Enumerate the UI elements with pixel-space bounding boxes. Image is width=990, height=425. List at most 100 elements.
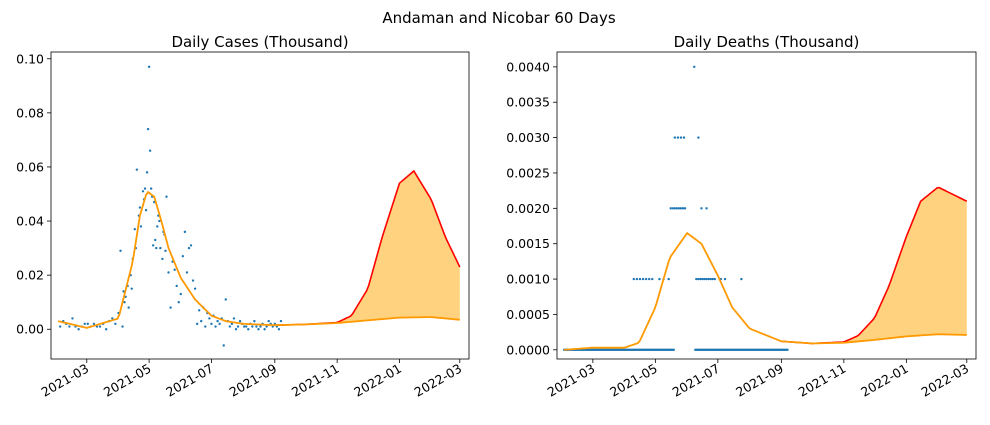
data-point: [677, 207, 681, 210]
y-tick-label: 0.0030: [506, 130, 550, 145]
data-point: [667, 277, 670, 281]
x-tick-label: 2021-11: [796, 361, 849, 400]
data-point: [183, 230, 187, 234]
x-tick-label: 2021-05: [101, 361, 154, 400]
x-tick-label: 2021-05: [607, 361, 660, 400]
y-tick-label: 0.00: [16, 322, 44, 337]
data-point: [648, 277, 651, 281]
data-point: [238, 319, 242, 323]
data-point: [169, 306, 172, 309]
data-point: [224, 298, 227, 301]
data-point: [175, 284, 178, 288]
data-point: [111, 317, 114, 320]
data-point: [641, 277, 645, 281]
data-point: [77, 328, 80, 331]
data-point: [242, 325, 246, 328]
data-point: [709, 277, 712, 281]
data-point: [638, 277, 642, 281]
data-point: [146, 127, 150, 131]
data-point: [187, 246, 191, 250]
data-point: [122, 290, 125, 293]
plot-frame: [556, 51, 977, 360]
y-tick-label: 0.04: [16, 214, 44, 229]
data-point: [155, 246, 158, 250]
data-point: [189, 244, 193, 247]
data-point: [143, 187, 147, 190]
data-point: [682, 136, 686, 139]
data-point: [723, 277, 727, 281]
data-point: [222, 344, 225, 347]
data-point: [159, 246, 162, 250]
data-point: [230, 322, 234, 326]
data-point: [700, 207, 703, 210]
data-point: [121, 325, 124, 328]
data-point: [697, 136, 700, 139]
y-tick-label: 0.0015: [506, 236, 550, 251]
data-point: [185, 271, 189, 274]
data-point: [253, 319, 256, 323]
data-point: [164, 249, 167, 253]
y-tick-label: 0.0000: [506, 342, 550, 357]
y-tick-label: 0.0005: [506, 307, 550, 322]
data-point: [173, 268, 176, 271]
data-point: [165, 195, 168, 198]
data-point: [232, 317, 236, 320]
data-point: [68, 325, 71, 328]
data-point: [124, 295, 127, 298]
data-point: [703, 277, 706, 281]
data-point: [141, 190, 145, 193]
daily-deaths-chart: Daily Deaths (Thousand) 0.0000 0.0005 0.001…: [506, 33, 977, 400]
data-point: [152, 244, 155, 247]
figure-title: Andaman and Nicobar 60 Days: [382, 9, 615, 27]
x-tick-label: 2021-03: [545, 361, 598, 400]
subplot-title: Daily Cases (Thousand): [171, 33, 348, 51]
data-point: [263, 328, 266, 331]
data-point: [161, 257, 164, 261]
daily-cases-chart: Daily Cases (Thousand) 0.00 0.02 0.04 0.06 0.…: [16, 33, 470, 400]
data-point: [130, 287, 133, 290]
data-point: [701, 277, 704, 281]
data-point: [247, 328, 250, 331]
data-point: [204, 325, 207, 328]
data-point: [216, 319, 219, 323]
data-point: [265, 325, 268, 328]
data-point: [673, 207, 677, 210]
plot-frame: [50, 51, 470, 360]
data-point: [251, 325, 254, 328]
y-tick-label: 0.10: [16, 51, 44, 66]
data-point: [699, 277, 702, 281]
x-tick-label: 2022-03: [412, 361, 465, 400]
forecast-band: [781, 187, 967, 344]
y-tick-label: 0.02: [16, 268, 44, 283]
x-tick-label: 2021-03: [39, 361, 92, 400]
data-point: [676, 136, 680, 139]
data-point: [257, 328, 260, 331]
data-point: [214, 325, 217, 328]
data-point: [679, 207, 683, 210]
data-point: [179, 292, 182, 296]
y-tick-label: 0.0010: [506, 272, 550, 287]
data-point: [255, 325, 258, 328]
y-tick-label: 0.0035: [506, 95, 550, 110]
data-point: [119, 249, 122, 253]
data-point: [193, 287, 197, 290]
data-point: [195, 322, 199, 326]
forecast-band: [274, 171, 460, 326]
data-point: [127, 306, 130, 309]
fitted-trend-line: [57, 190, 460, 329]
data-point: [144, 209, 148, 212]
y-tick-label: 0.0040: [506, 59, 550, 74]
data-point: [210, 322, 213, 326]
data-point: [59, 325, 62, 328]
data-point: [234, 328, 238, 331]
data-point: [695, 277, 698, 281]
data-point: [86, 322, 89, 326]
data-point: [675, 207, 679, 210]
data-point: [158, 219, 161, 223]
data-point: [156, 225, 159, 228]
y-tick-label: 0.0020: [506, 201, 550, 216]
data-point: [133, 227, 136, 231]
data-point: [697, 277, 700, 281]
data-point: [635, 277, 639, 281]
